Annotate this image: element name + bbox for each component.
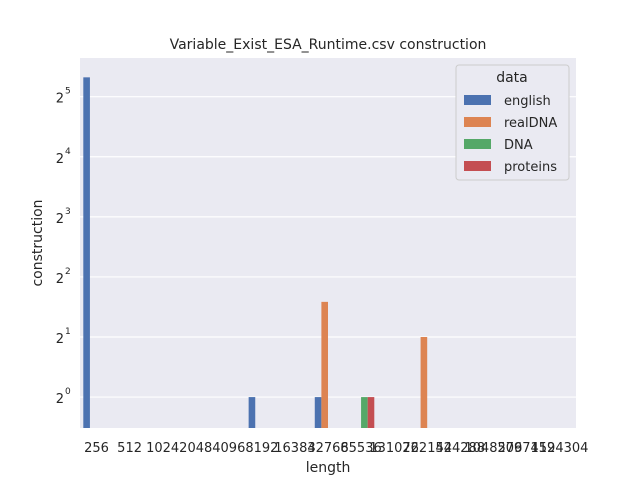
chart-title: Variable_Exist_ESA_Runtime.csv construct… — [170, 37, 487, 53]
legend-swatch-realDNA — [464, 117, 491, 127]
x-tick-label: 131072 — [369, 441, 419, 456]
x-tick-label: 512 — [117, 441, 142, 456]
bar-proteins-65536 — [367, 397, 375, 428]
x-tick-label: 524288 — [435, 441, 485, 456]
bar-realDNA-262144 — [420, 337, 428, 428]
x-tick-label: 256 — [84, 441, 109, 456]
x-tick-label: 32768 — [307, 441, 348, 456]
x-tick-label: 4096 — [212, 441, 245, 456]
x-tick-label: 8192 — [245, 441, 278, 456]
bars — [83, 77, 428, 428]
x-axis-label: length — [306, 460, 351, 476]
y-tick-label: 2 — [56, 152, 64, 167]
y-tick-label: 2 — [56, 272, 64, 287]
bar-english-256 — [83, 77, 90, 428]
y-tick-exponent: 3 — [65, 207, 71, 217]
legend-swatch-DNA — [464, 139, 491, 149]
bar-english-8192 — [248, 397, 256, 428]
y-tick-exponent: 4 — [65, 147, 71, 157]
x-tick-label: 1024 — [146, 441, 179, 456]
y-tick-label: 2 — [56, 332, 64, 347]
x-tick-label: 262144 — [402, 441, 452, 456]
legend-label-english: english — [504, 94, 551, 109]
legend-title: data — [496, 70, 528, 86]
bar-DNA-65536 — [361, 397, 368, 428]
x-tick-label: 2048 — [179, 441, 212, 456]
legend: data english realDNA DNA proteins — [455, 64, 570, 181]
x-tick-labels: 256 512 1024 2048 4096 8192163843276865536131… — [84, 441, 588, 456]
legend-items: english realDNA DNA proteins — [464, 94, 557, 175]
x-tick-label: 65536 — [340, 441, 381, 456]
y-tick-labels: 2 02 12 22 32 42 5 — [56, 87, 71, 407]
y-tick-label: 2 — [56, 212, 64, 227]
legend-label-DNA: DNA — [504, 138, 533, 153]
x-tick-label: 16384 — [274, 441, 315, 456]
y-tick-exponent: 0 — [65, 387, 71, 397]
y-tick-label: 2 — [56, 392, 64, 407]
y-tick-exponent: 1 — [65, 327, 71, 337]
legend-label-proteins: proteins — [504, 160, 557, 175]
legend-box — [455, 64, 570, 181]
legend-swatch-proteins — [464, 161, 491, 171]
bar-english-32768 — [314, 397, 322, 428]
y-tick-label: 2 — [56, 92, 64, 107]
legend-swatch-english — [464, 95, 491, 105]
x-tick-label: 4194304 — [531, 441, 589, 456]
legend-label-realDNA: realDNA — [504, 116, 557, 131]
y-axis-label: construction — [30, 199, 46, 286]
x-tick-label: 1048576 — [464, 441, 522, 456]
y-tick-exponent: 5 — [65, 87, 71, 97]
y-tick-exponent: 2 — [65, 267, 71, 277]
x-tick-label: 2097152 — [497, 441, 555, 456]
bar-realDNA-32768 — [321, 301, 328, 428]
